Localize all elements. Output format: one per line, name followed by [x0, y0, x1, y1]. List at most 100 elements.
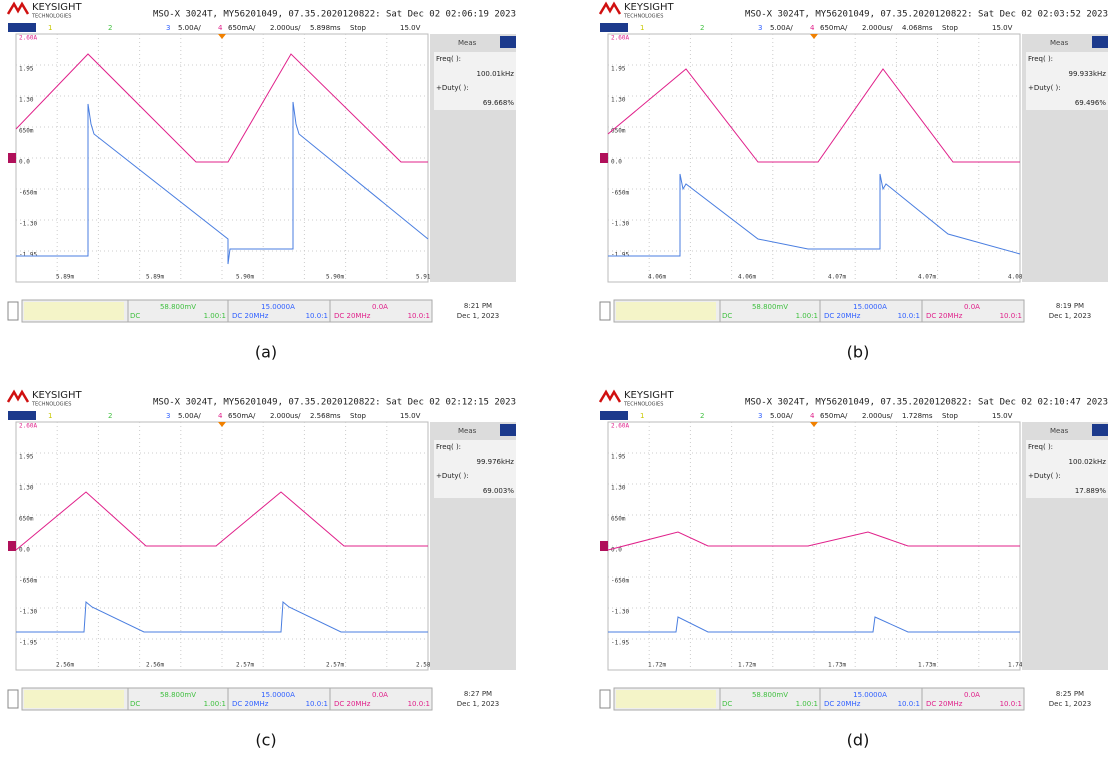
y-label: -1.30: [19, 609, 37, 616]
y-label: 0.0: [19, 159, 30, 166]
meas-duty: 69.003%: [483, 487, 514, 495]
channel-setting: 3: [166, 412, 170, 420]
status-text: 10.0:1: [306, 700, 328, 708]
ground-marker: [8, 541, 16, 551]
run-indicator: [600, 23, 628, 32]
y-label: 1.95: [611, 454, 626, 461]
status-text: 58.800mV: [752, 303, 788, 311]
page: {"panels": [ {"caption": "(a)", "brand":…: [0, 0, 1116, 757]
y-label: -1.30: [611, 221, 629, 228]
channel-setting: 3: [758, 412, 762, 420]
figure: KEYSIGHTTECHNOLOGIESMSO-X 3024T, MY56201…: [0, 0, 1116, 757]
logo-mark: [600, 4, 620, 14]
channel-setting: 1: [48, 24, 52, 32]
status-text: DC 20MHz: [232, 700, 269, 708]
x-label: 4.06m: [648, 274, 666, 281]
caption: (c): [255, 731, 276, 750]
x-label: 1.72m: [648, 662, 666, 669]
channel-setting: 2: [108, 412, 112, 420]
brand: KEYSIGHT: [32, 390, 83, 401]
meas-duty-label: +Duty( ):: [1028, 472, 1061, 480]
channel-setting: 2.000us/: [270, 24, 301, 32]
x-label: 4.07m: [918, 274, 936, 281]
y-label: -650m: [19, 578, 37, 585]
meas-freq: 100.01kHz: [477, 70, 515, 78]
brand-sub: TECHNOLOGIES: [31, 402, 71, 408]
x-label: 5.90m: [236, 274, 254, 281]
channel-setting: 4: [218, 412, 223, 420]
y-label: -1.30: [19, 221, 37, 228]
status-text: DC 20MHz: [824, 700, 861, 708]
ground-marker: [600, 541, 608, 551]
channel-setting: 2.000us/: [862, 24, 893, 32]
status-text: 15.0000A: [853, 691, 887, 699]
x-label: 2.57m: [326, 662, 344, 669]
channel-setting: Stop: [942, 412, 958, 420]
clock-time: 8:25 PM: [1056, 690, 1084, 698]
channel-setting: 3: [758, 24, 762, 32]
y-label: 0.0: [19, 547, 30, 554]
channel-setting: Stop: [350, 412, 366, 420]
info: MSO-X 3024T, MY56201049, 07.35.202012082…: [153, 398, 516, 408]
meas-duty: 17.889%: [1075, 487, 1106, 495]
clock-time: 8:27 PM: [464, 690, 492, 698]
ch1-box: [24, 302, 124, 320]
channel-setting: 5.00A/: [770, 24, 793, 32]
channel-setting: 2.568ms: [310, 412, 341, 420]
y-label: 1.30: [19, 485, 34, 492]
x-label: 1.73m: [918, 662, 936, 669]
meas-tab: [1092, 424, 1108, 436]
channel-setting: 4: [810, 24, 815, 32]
y-label: 2.60A: [19, 35, 37, 42]
x-label: 1.73m: [828, 662, 846, 669]
info: MSO-X 3024T, MY56201049, 07.35.202012082…: [745, 398, 1108, 408]
run-indicator: [8, 411, 36, 420]
y-label: 650m: [611, 516, 626, 523]
channel-setting: 650mA/: [820, 24, 848, 32]
y-label: 1.95: [611, 66, 626, 73]
status-text: 58.800mV: [160, 303, 196, 311]
status-text: 10.0:1: [408, 700, 430, 708]
meas-tab: [500, 36, 516, 48]
status-text: 1.00:1: [204, 700, 226, 708]
status-text: 0.0A: [964, 303, 980, 311]
brand-sub: TECHNOLOGIES: [623, 14, 663, 20]
channel-bar: [600, 22, 1108, 33]
channel-bar: [8, 410, 516, 421]
y-label: 2.60A: [611, 35, 629, 42]
brand: KEYSIGHT: [624, 390, 675, 401]
status-text: DC 20MHz: [334, 700, 371, 708]
channel-setting: Stop: [942, 24, 958, 32]
meas-title: Meas: [1050, 427, 1069, 435]
y-label: 1.30: [611, 97, 626, 104]
meas-duty-label: +Duty( ):: [436, 84, 469, 92]
x-label: 4.06m: [738, 274, 756, 281]
clock-time: 8:21 PM: [464, 302, 492, 310]
status-text: 10.0:1: [898, 700, 920, 708]
channel-setting: 3: [166, 24, 170, 32]
y-label: -1.95: [19, 640, 37, 647]
ch1-box: [616, 690, 716, 708]
menu-button: [8, 690, 18, 708]
meas-freq-label: Freq( ):: [1028, 55, 1053, 63]
channel-bar: [600, 410, 1108, 421]
channel-setting: 1: [48, 412, 52, 420]
meas-duty-label: +Duty( ):: [436, 472, 469, 480]
y-label: 650m: [611, 128, 626, 135]
status-text: DC: [130, 700, 140, 708]
status-text: DC 20MHz: [824, 312, 861, 320]
channel-setting: 15.0V: [992, 412, 1013, 420]
meas-title: Meas: [458, 39, 477, 47]
y-label: -650m: [611, 578, 629, 585]
ground-marker: [600, 153, 608, 163]
status-text: 10.0:1: [1000, 700, 1022, 708]
channel-setting: 1.728ms: [902, 412, 933, 420]
x-label: 5.89m: [146, 274, 164, 281]
meas-freq: 100.02kHz: [1069, 458, 1107, 466]
channel-setting: 15.0V: [992, 24, 1013, 32]
brand-sub: TECHNOLOGIES: [31, 14, 71, 20]
status-text: 15.0000A: [261, 303, 295, 311]
